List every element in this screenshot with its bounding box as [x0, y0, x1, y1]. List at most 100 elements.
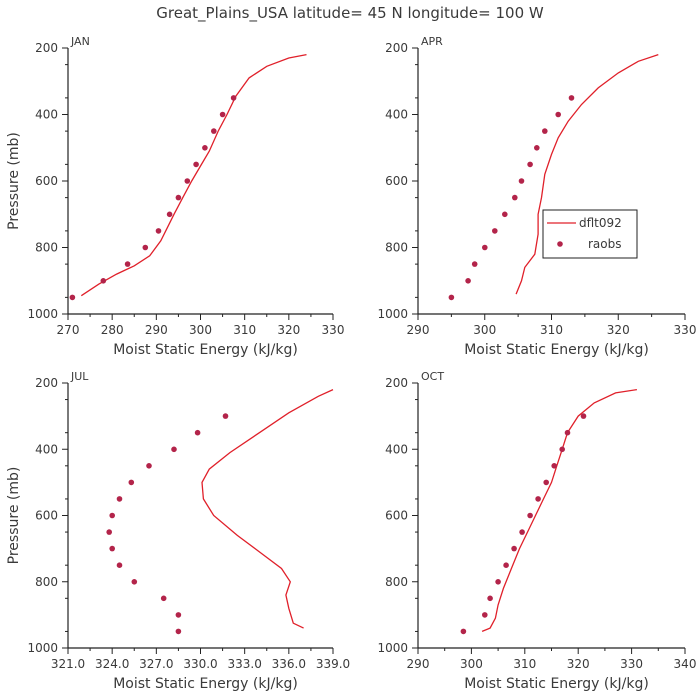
x-axis-title: Moist Static Energy (kJ/kg) — [113, 676, 298, 692]
obs-point — [519, 529, 525, 535]
model-series-line — [481, 388, 637, 633]
panel-label: OCT — [421, 370, 444, 383]
obs-point — [534, 145, 540, 151]
obs-point — [502, 211, 508, 218]
obs-point — [465, 278, 471, 284]
model-series-line — [515, 53, 659, 295]
obs-point — [175, 194, 182, 201]
model-series-line — [80, 53, 307, 297]
obs-point — [69, 294, 76, 301]
obs-point — [109, 512, 115, 519]
obs-point — [100, 278, 107, 284]
x-tick-label: 321.0 — [51, 657, 85, 671]
x-tick-label: 290 — [407, 657, 430, 671]
y-tick-label: 200 — [35, 376, 58, 390]
legend-box — [542, 209, 638, 259]
model-series-line — [201, 389, 334, 629]
obs-point — [527, 161, 533, 168]
x-tick-label: 333.0 — [227, 657, 261, 671]
obs-point — [471, 261, 478, 267]
legend-obs-label: raobs — [588, 237, 622, 251]
obs-point — [495, 579, 501, 585]
y-tick-label: 200 — [385, 376, 408, 390]
legend: dflt092 raobs — [542, 209, 638, 259]
obs-point — [171, 446, 177, 453]
panel-jan: JAN 200 400 600 800 1000 270 280 290 300 310 320 330… — [6, 35, 344, 358]
x-tick-label: 320 — [567, 657, 590, 671]
x-tick-label: 310 — [513, 657, 536, 671]
x-tick-label: 300 — [460, 657, 483, 671]
x-tick-label: 327.0 — [139, 657, 173, 671]
y-tick-label: 800 — [35, 241, 58, 255]
obs-point — [511, 545, 517, 552]
obs-point — [116, 562, 123, 568]
panels: JAN 200 400 600 800 1000 270 280 290 300 310 320 330… — [6, 35, 696, 692]
obs-point — [106, 529, 112, 535]
obs-point — [543, 479, 549, 486]
obs-point — [564, 429, 571, 436]
x-tick-label: 320 — [607, 323, 630, 337]
x-tick-label: 340 — [674, 657, 697, 671]
y-tick-label: 400 — [385, 442, 408, 456]
obs-point — [128, 479, 135, 486]
y-tick-label: 1000 — [377, 641, 408, 655]
obs-point — [166, 211, 173, 218]
y-axis-title: Pressure (mb) — [6, 467, 22, 565]
obs-point — [518, 178, 525, 184]
obs-point — [482, 244, 488, 251]
x-axis-title: Moist Static Energy (kJ/kg) — [464, 676, 649, 692]
y-tick-label: 200 — [385, 41, 408, 55]
panel-label: JAN — [70, 35, 90, 48]
obs-point — [175, 612, 182, 618]
obs-point — [124, 261, 131, 267]
y-tick-label: 1000 — [27, 641, 58, 655]
obs-point — [131, 579, 138, 585]
obs-point — [512, 194, 518, 201]
legend-obs-marker — [557, 241, 563, 247]
y-tick-label: 600 — [35, 509, 58, 523]
obs-point — [211, 128, 217, 134]
obs-point — [580, 413, 587, 419]
x-tick-label: 339.0 — [316, 657, 350, 671]
panel-label: JUL — [70, 370, 89, 383]
x-tick-label: 310 — [233, 323, 256, 337]
x-tick-label: 290 — [407, 323, 430, 337]
obs-point — [202, 145, 208, 151]
obs-point — [555, 111, 561, 118]
x-tick-label: 270 — [57, 323, 80, 337]
x-tick-label: 280 — [101, 323, 124, 337]
obs-point — [142, 244, 149, 251]
obs-point — [535, 496, 541, 502]
x-tick-label: 310 — [540, 323, 563, 337]
panel-oct: OCT 200 400 600 800 1000 290 300 310 320 330 340 Moi… — [377, 370, 696, 692]
y-tick-label: 800 — [385, 575, 408, 589]
obs-point — [193, 161, 199, 168]
obs-point — [116, 496, 123, 502]
obs-point — [568, 95, 575, 101]
obs-point — [527, 512, 533, 519]
obs-point — [487, 595, 493, 602]
x-tick-label: 290 — [145, 323, 168, 337]
obs-point — [155, 228, 162, 234]
y-tick-label: 800 — [35, 575, 58, 589]
x-tick-label: 330 — [620, 657, 643, 671]
obs-point — [551, 463, 557, 469]
y-tick-label: 600 — [35, 174, 58, 188]
y-tick-label: 1000 — [27, 307, 58, 321]
panel-label: APR — [421, 35, 443, 48]
obs-point — [482, 612, 488, 618]
obs-point — [219, 111, 226, 118]
obs-point — [160, 595, 167, 602]
x-axis-title: Moist Static Energy (kJ/kg) — [113, 342, 298, 358]
obs-point — [175, 628, 182, 635]
obs-point — [492, 228, 498, 234]
y-tick-label: 600 — [385, 174, 408, 188]
y-axis-title: Pressure (mb) — [6, 132, 22, 230]
y-tick-label: 400 — [35, 442, 58, 456]
x-tick-label: 320 — [277, 323, 300, 337]
panel-apr: APR 200 400 600 800 1000 290 300 310 320 330 Moist … — [377, 35, 696, 358]
obs-point — [503, 562, 509, 568]
y-tick-label: 400 — [35, 108, 58, 122]
y-tick-label: 600 — [385, 509, 408, 523]
